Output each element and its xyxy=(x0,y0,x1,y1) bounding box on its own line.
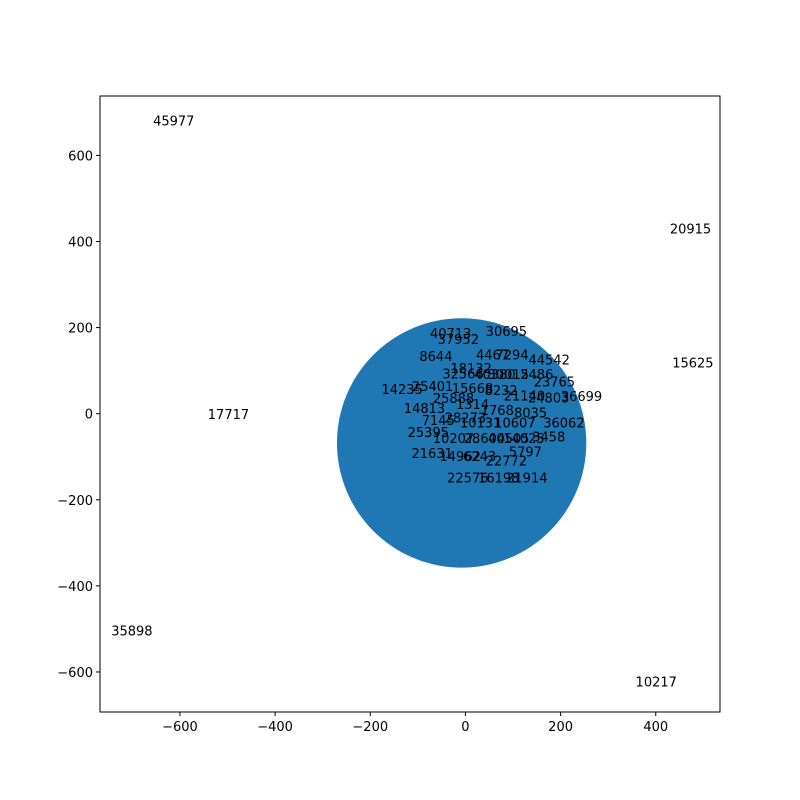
data-label: 8035 xyxy=(514,406,547,421)
data-label: 7145 xyxy=(422,414,455,429)
data-label: 15668 xyxy=(452,382,493,397)
data-label: 17717 xyxy=(208,408,249,423)
data-label: 14235 xyxy=(381,383,422,398)
data-label: 23765 xyxy=(534,375,575,390)
y-axis: −600 −400 −200 0 200 400 600 xyxy=(57,149,100,681)
marker-layer xyxy=(336,318,587,568)
data-label: 2486 xyxy=(520,368,553,383)
data-label: 10217 xyxy=(636,675,677,690)
y-tick-label: −600 xyxy=(57,666,93,681)
y-tick-label: −400 xyxy=(57,580,93,595)
data-label: 1314 xyxy=(456,398,489,413)
plot-frame xyxy=(99,95,721,713)
x-tick-label: 400 xyxy=(643,720,668,735)
data-label: 10207 xyxy=(433,432,474,447)
y-tick-label: 200 xyxy=(68,322,93,337)
y-tick-label: −200 xyxy=(57,494,93,509)
data-label: 15625 xyxy=(672,356,713,371)
x-axis: −600 −400 −200 0 200 400 xyxy=(162,712,668,735)
data-label: 8232 xyxy=(485,384,518,399)
data-label: 7294 xyxy=(496,348,529,363)
data-label: 44542 xyxy=(528,353,569,368)
data-label: 21140 xyxy=(504,390,545,405)
data-label: 10607 xyxy=(494,416,535,431)
data-label: 22576 xyxy=(447,471,488,486)
data-label: 32566 xyxy=(442,368,483,383)
data-label: 22772 xyxy=(486,455,527,470)
y-tick-label: 0 xyxy=(85,408,93,423)
x-tick-label: 0 xyxy=(461,720,469,735)
data-label: 25401 xyxy=(412,380,453,395)
data-label: 25888 xyxy=(433,392,474,407)
data-label: 30015 xyxy=(488,368,529,383)
data-label: 14962 xyxy=(440,450,481,465)
data-label: 3458 xyxy=(532,431,565,446)
data-label: 45977 xyxy=(153,115,194,130)
x-tick-label: −400 xyxy=(257,720,293,735)
data-label: 10131 xyxy=(460,416,501,431)
data-label: 14813 xyxy=(404,402,445,417)
data-label: 36699 xyxy=(561,390,602,405)
data-label: 16198 xyxy=(478,471,519,486)
data-label: 37952 xyxy=(438,333,479,348)
data-label: 30695 xyxy=(486,325,527,340)
x-tick-label: −600 xyxy=(162,720,198,735)
data-label: 20915 xyxy=(670,223,711,238)
data-label: 28273 xyxy=(445,412,486,427)
x-tick-label: 200 xyxy=(548,720,573,735)
data-label: 40505 xyxy=(488,432,529,447)
data-label: 8644 xyxy=(419,350,452,365)
data-label: 21631 xyxy=(411,447,452,462)
data-label: 21914 xyxy=(506,471,547,486)
x-tick-label: −200 xyxy=(352,720,388,735)
data-label: 4467 xyxy=(476,349,509,364)
data-label: 35898 xyxy=(111,625,152,640)
scatter-marker xyxy=(336,318,587,568)
data-label-layer: 45977 20915 15625 17717 35898 10217 40713 30695… xyxy=(111,115,713,691)
data-label: 28604 xyxy=(464,432,505,447)
data-label: 25395 xyxy=(408,426,449,441)
data-label: 1768 xyxy=(481,404,514,419)
data-label: 40380 xyxy=(474,368,515,383)
data-label: 40713 xyxy=(430,327,471,342)
data-label: 18132 xyxy=(450,362,491,377)
data-label: 36062 xyxy=(543,416,584,431)
y-tick-label: 400 xyxy=(68,235,93,250)
data-label: 5797 xyxy=(509,446,542,461)
y-tick-label: 600 xyxy=(68,149,93,164)
data-label: 24803 xyxy=(528,391,569,406)
data-label: 6243 xyxy=(463,450,496,465)
data-label: 14025 xyxy=(503,432,544,447)
